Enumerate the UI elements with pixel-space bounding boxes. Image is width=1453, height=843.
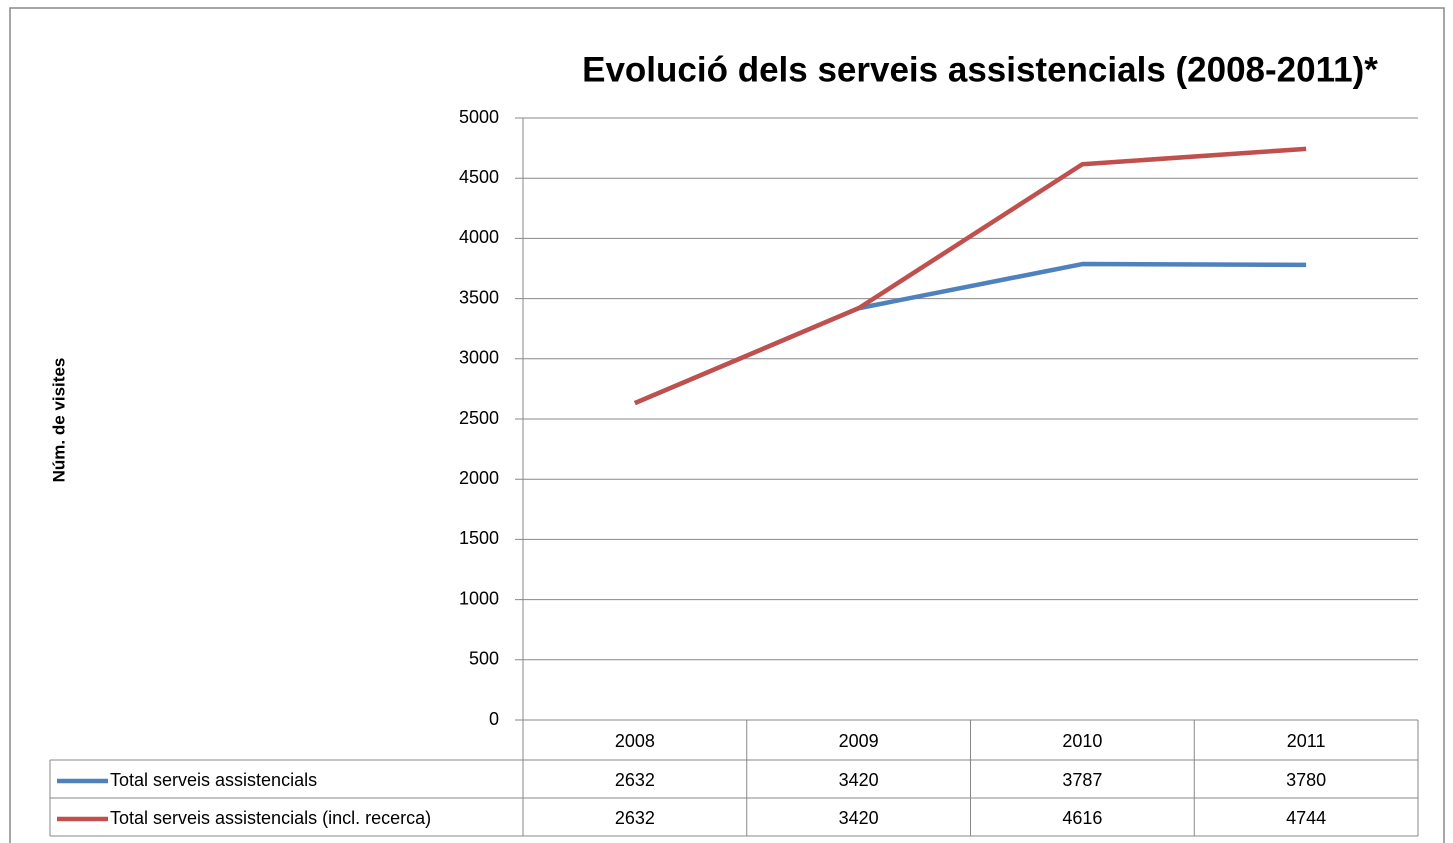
y-tick-label: 0 bbox=[489, 709, 499, 729]
table-value: 3420 bbox=[839, 770, 879, 790]
chart-border bbox=[9, 7, 1445, 843]
x-tick-label: 2009 bbox=[839, 731, 879, 751]
legend-label: Total serveis assistencials bbox=[110, 770, 317, 790]
series-line bbox=[633, 146, 1307, 406]
y-tick-label: 1500 bbox=[459, 528, 499, 548]
table-value: 3420 bbox=[839, 808, 879, 828]
table-value: 3780 bbox=[1286, 770, 1326, 790]
chart-title: Evolució dels serveis assistencials (200… bbox=[582, 50, 1378, 89]
y-tick-label: 4500 bbox=[459, 167, 499, 187]
table-value: 4616 bbox=[1062, 808, 1102, 828]
y-tick-label: 3000 bbox=[459, 348, 499, 368]
x-tick-label: 2008 bbox=[615, 731, 655, 751]
y-tick-label: 1000 bbox=[459, 588, 499, 608]
table-value: 2632 bbox=[615, 808, 655, 828]
y-tick-label: 2500 bbox=[459, 408, 499, 428]
table-value: 3787 bbox=[1062, 770, 1102, 790]
y-tick-label: 5000 bbox=[459, 107, 499, 127]
x-tick-label: 2011 bbox=[1287, 731, 1326, 751]
table-value: 2632 bbox=[615, 770, 655, 790]
legend-label: Total serveis assistencials (incl. recer… bbox=[110, 808, 431, 828]
y-tick-label: 3500 bbox=[459, 287, 499, 307]
table-value: 4744 bbox=[1286, 808, 1326, 828]
y-tick-label: 500 bbox=[469, 649, 499, 669]
y-tick-label: 4000 bbox=[459, 227, 499, 247]
y-axis-label: Núm. de visites bbox=[49, 358, 68, 483]
x-tick-label: 2010 bbox=[1062, 731, 1102, 751]
y-tick-label: 2000 bbox=[459, 468, 499, 488]
